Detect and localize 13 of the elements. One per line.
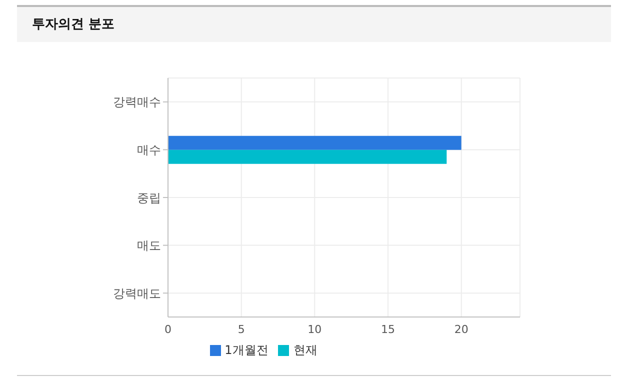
x-tick-label: 15 [381, 322, 395, 336]
y-tick-label: 매수 [137, 142, 161, 157]
x-tick-label: 20 [454, 322, 468, 336]
x-tick-label: 5 [238, 322, 245, 336]
x-tick-label: 0 [164, 322, 172, 336]
y-tick-label: 중립 [137, 190, 161, 205]
legend-label: 1개월전 [224, 343, 268, 357]
legend-label: 현재 [293, 343, 318, 357]
y-tick-label: 매도 [137, 238, 161, 253]
y-tick-label: 강력매수 [113, 95, 161, 110]
chart-title: 투자의견 분포 [17, 5, 611, 42]
y-tick-label: 강력매도 [113, 286, 161, 300]
x-tick-label: 10 [308, 322, 322, 336]
